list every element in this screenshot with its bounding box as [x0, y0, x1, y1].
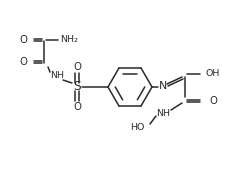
Text: O: O	[209, 96, 217, 106]
Text: HO: HO	[130, 122, 144, 131]
Text: NH: NH	[156, 108, 170, 117]
Text: NH: NH	[50, 72, 64, 80]
Text: O: O	[19, 35, 27, 45]
Text: NH₂: NH₂	[60, 36, 78, 44]
Text: O: O	[19, 57, 27, 67]
Text: N: N	[159, 81, 167, 91]
Text: S: S	[73, 80, 81, 93]
Text: O: O	[73, 62, 81, 72]
Text: O: O	[73, 102, 81, 112]
Text: OH: OH	[206, 69, 220, 79]
